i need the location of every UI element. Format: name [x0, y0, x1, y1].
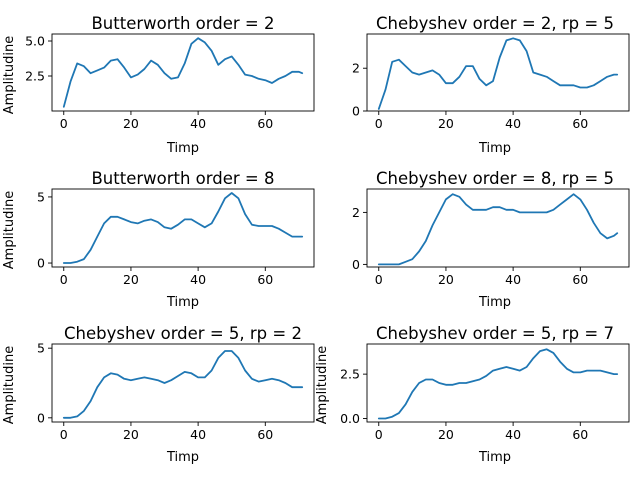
x-tick-label: 40 [190, 427, 206, 442]
x-tick-label: 20 [438, 427, 454, 442]
x-tick-label: 20 [123, 272, 139, 287]
x-tick-label: 40 [505, 272, 521, 287]
y-tick-label: 0 [37, 410, 45, 425]
y-tick-label: 2 [352, 61, 360, 76]
x-tick-label: 0 [375, 116, 383, 131]
subplot-2: Chebyshev order = 2, rp = 5 Timp [376, 14, 614, 156]
x-tick-label: 40 [505, 427, 521, 442]
series-line [377, 37, 619, 110]
y-axis-label: Amplitudine [2, 191, 17, 269]
subplot-1: Butterworth order = 2 Amplitudine Timp [2, 14, 275, 156]
svg-text:Amplitudine: Amplitudine [2, 346, 17, 424]
x-tick-label: 0 [60, 427, 68, 442]
plot-area-2: 0 20 40 60 0 2 [352, 33, 630, 131]
subplot-3: Butterworth order = 8 Amplitudine Timp [2, 169, 275, 310]
y-tick-label: 5.0 [25, 34, 45, 49]
x-tick-label: 20 [123, 427, 139, 442]
series-line [62, 350, 304, 419]
series-line [62, 192, 304, 264]
plot-area-1: 0 20 40 60 2.5 5.0 [25, 33, 315, 131]
subplot-title: Butterworth order = 2 [91, 14, 274, 33]
y-tick-label: 2.5 [340, 367, 360, 382]
axes-frame [51, 343, 315, 423]
svg-text:Amplitudine: Amplitudine [315, 346, 330, 424]
x-axis-label: Timp [166, 141, 199, 156]
x-tick-label: 0 [60, 116, 68, 131]
subplot-6: Chebyshev order = 5, rp = 7 Amplitudine … [315, 324, 614, 465]
axes-frame [366, 33, 630, 112]
x-axis-label: Timp [478, 141, 511, 156]
x-tick-label: 40 [190, 272, 206, 287]
y-tick-label: 0 [37, 256, 45, 271]
x-tick-label: 60 [572, 427, 588, 442]
y-tick-label: 5 [37, 341, 45, 356]
x-tick-label: 20 [438, 116, 454, 131]
x-tick-label: 40 [190, 116, 206, 131]
x-tick-label: 60 [572, 116, 588, 131]
svg-text:Amplitudine: Amplitudine [2, 36, 17, 114]
x-tick-label: 60 [572, 272, 588, 287]
series-line [377, 193, 619, 266]
plot-area-4: 0 20 40 60 0 2 [352, 188, 630, 287]
y-axis-label: Amplitudine [2, 36, 17, 114]
svg-text:Amplitudine: Amplitudine [2, 191, 17, 269]
plot-area-6: 0 20 40 60 0.0 2.5 [340, 343, 630, 442]
series-line [377, 348, 619, 420]
x-axis-label: Timp [166, 295, 199, 310]
subplot-4: Chebyshev order = 8, rp = 5 Timp [376, 169, 614, 310]
y-tick-label: 0 [352, 104, 360, 119]
axes-frame [366, 343, 630, 423]
x-axis-label: Timp [478, 450, 511, 465]
x-tick-label: 20 [438, 272, 454, 287]
subplot-title: Chebyshev order = 2, rp = 5 [376, 14, 614, 33]
subplot-title: Chebyshev order = 5, rp = 7 [376, 324, 614, 343]
x-tick-label: 40 [505, 116, 521, 131]
axes-frame [366, 188, 630, 268]
x-tick-label: 60 [257, 116, 273, 131]
x-tick-label: 0 [60, 272, 68, 287]
axes-frame [51, 33, 315, 112]
subplot-title: Butterworth order = 8 [91, 169, 274, 188]
axes-frame [51, 188, 315, 268]
x-tick-label: 60 [257, 272, 273, 287]
y-tick-label: 2 [352, 205, 360, 220]
subplot-5: Chebyshev order = 5, rp = 2 Amplitudine … [2, 324, 302, 465]
y-tick-label: 5 [37, 189, 45, 204]
series-line [62, 37, 304, 108]
y-tick-label: 0.0 [340, 411, 360, 426]
subplot-title: Chebyshev order = 8, rp = 5 [376, 169, 614, 188]
plot-area-5: 0 20 40 60 0 5 [37, 341, 315, 442]
x-axis-label: Timp [478, 295, 511, 310]
y-axis-label: Amplitudine [315, 346, 330, 424]
plot-area-3: 0 20 40 60 0 5 [37, 188, 315, 287]
y-tick-label: 0 [352, 257, 360, 272]
x-tick-label: 20 [123, 116, 139, 131]
y-axis-label: Amplitudine [2, 346, 17, 424]
x-tick-label: 0 [375, 427, 383, 442]
x-tick-label: 0 [375, 272, 383, 287]
x-axis-label: Timp [166, 450, 199, 465]
y-tick-label: 2.5 [25, 69, 45, 84]
subplot-title: Chebyshev order = 5, rp = 2 [64, 324, 302, 343]
x-tick-label: 60 [257, 427, 273, 442]
